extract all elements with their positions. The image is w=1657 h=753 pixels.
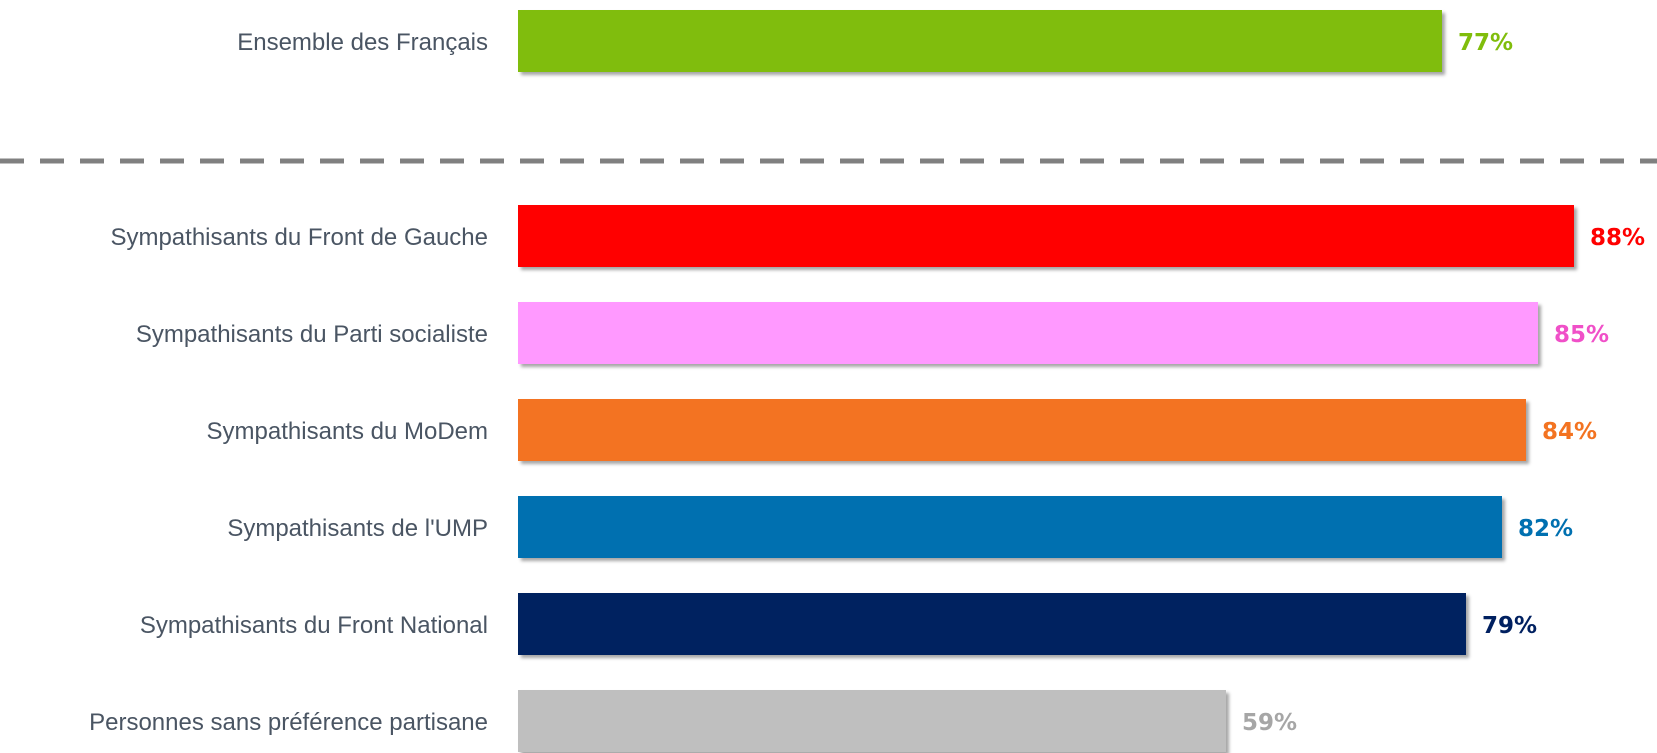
category-label-0: Ensemble des Français: [237, 29, 488, 56]
bar-2: [518, 302, 1538, 364]
category-label-5: Sympathisants du Front National: [140, 612, 488, 639]
category-label-1: Sympathisants du Front de Gauche: [110, 224, 488, 251]
category-label-3: Sympathisants du MoDem: [207, 418, 488, 445]
bar-5: [518, 593, 1466, 655]
category-label-4: Sympathisants de l'UMP: [227, 515, 488, 542]
value-label-6: 59%: [1242, 710, 1297, 736]
bar-6: [518, 690, 1226, 752]
bar-0: [518, 10, 1442, 72]
bar-1: [518, 205, 1574, 267]
bars-group: Ensemble des Français 77% Sympathisants du…: [89, 10, 1645, 752]
value-label-5: 79%: [1482, 613, 1537, 639]
value-label-0: 77%: [1458, 30, 1513, 56]
value-label-3: 84%: [1542, 419, 1597, 445]
value-label-4: 82%: [1518, 516, 1573, 542]
bar-3: [518, 399, 1526, 461]
category-label-6: Personnes sans préférence partisane: [89, 709, 488, 736]
value-label-2: 85%: [1554, 322, 1609, 348]
value-label-1: 88%: [1590, 225, 1645, 251]
bar-4: [518, 496, 1502, 558]
category-label-2: Sympathisants du Parti socialiste: [136, 321, 488, 348]
